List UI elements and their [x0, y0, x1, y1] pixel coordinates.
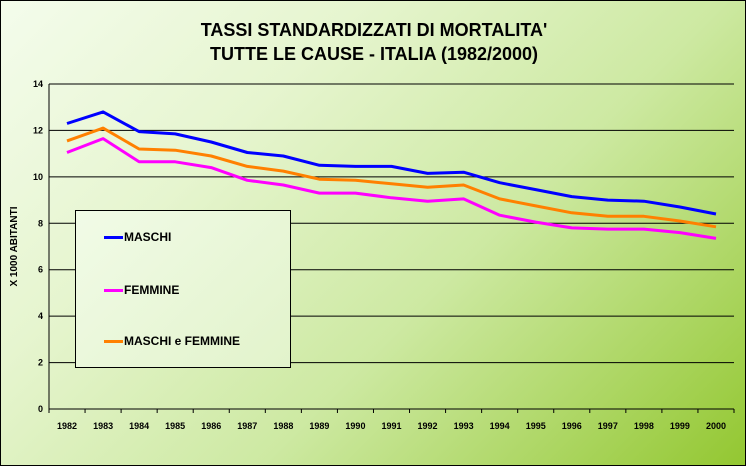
x-tick-label: 1984	[129, 421, 149, 431]
x-tick-label: 1982	[57, 421, 77, 431]
legend-label-femmine: FEMMINE	[124, 283, 180, 297]
legend: MASCHI FEMMINE MASCHI e FEMMINE	[75, 210, 291, 368]
y-tick-label: 14	[33, 79, 43, 89]
x-tick-label: 1985	[165, 421, 185, 431]
x-tick-label: 1983	[93, 421, 113, 431]
x-tick-label: 1986	[201, 421, 221, 431]
y-tick-label: 12	[33, 125, 43, 135]
x-tick-label: 2000	[706, 421, 726, 431]
x-tick-label: 1987	[237, 421, 257, 431]
chart-title-line-2: TUTTE LE CAUSE - ITALIA (1982/2000)	[209, 44, 539, 64]
legend-swatch-maschi-e-femmine	[104, 340, 123, 343]
x-tick-label: 1996	[562, 421, 582, 431]
x-tick-label: 1991	[381, 421, 401, 431]
chart-title: TASSI STANDARDIZZATI DI MORTALITA' TUTTE…	[1, 18, 745, 66]
x-tick-label: 1997	[598, 421, 618, 431]
y-tick-label: 2	[38, 358, 43, 368]
y-tick-label: 6	[38, 265, 43, 275]
x-tick-label: 1999	[670, 421, 690, 431]
x-tick-label: 1988	[273, 421, 293, 431]
x-tick-label: 1995	[526, 421, 546, 431]
y-axis-label: X 1000 ABITANTI	[9, 206, 20, 286]
series-line-femmine	[66, 137, 717, 240]
x-tick-label: 1992	[418, 421, 438, 431]
series-line-maschi	[66, 110, 717, 216]
x-tick-label: 1990	[345, 421, 365, 431]
y-tick-label: 8	[38, 218, 43, 228]
x-tick-label: 1994	[490, 421, 510, 431]
y-tick-label: 4	[38, 311, 43, 321]
series-line-maschi-e-femmine	[66, 126, 717, 229]
y-tick-label: 10	[33, 172, 43, 182]
y-tick-label: 0	[38, 404, 43, 414]
legend-swatch-femmine	[104, 289, 123, 292]
legend-swatch-maschi	[104, 236, 123, 239]
x-tick-label: 1998	[634, 421, 654, 431]
x-tick-label: 1993	[454, 421, 474, 431]
legend-label-maschi: MASCHI	[124, 230, 172, 244]
x-tick-label: 1989	[309, 421, 329, 431]
legend-label-maschi-e-femmine: MASCHI e FEMMINE	[124, 334, 241, 348]
chart-title-line-1: TASSI STANDARDIZZATI DI MORTALITA'	[200, 20, 548, 40]
